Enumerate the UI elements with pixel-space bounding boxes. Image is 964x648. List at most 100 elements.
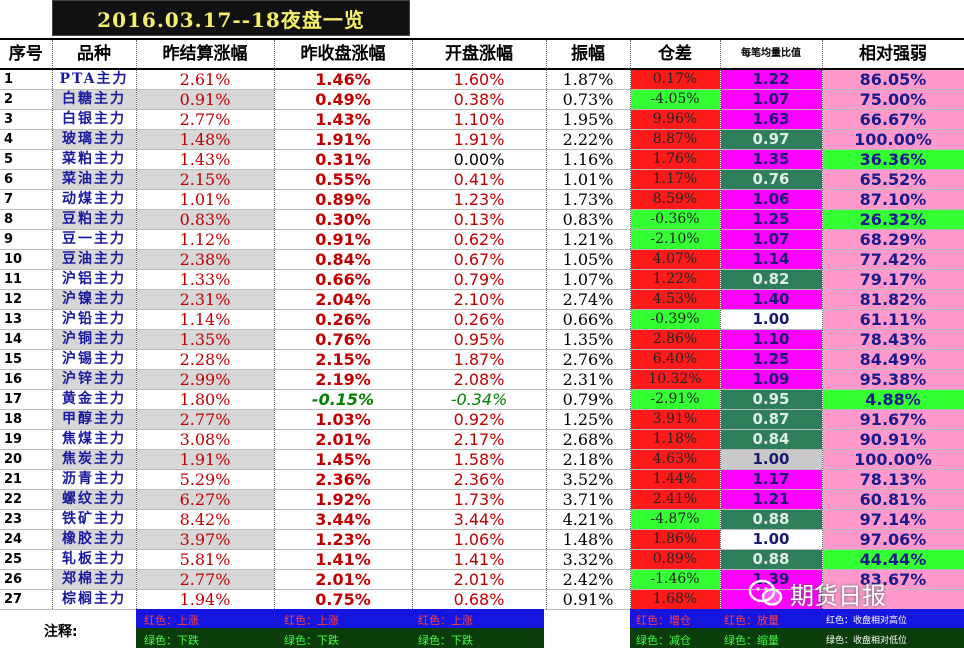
table-row: 20 焦炭主力 1.91% 1.45% 1.58% 2.18% 4.63% 1.00 100.0… xyxy=(0,449,964,470)
row-settle-change: 5.81% xyxy=(136,549,275,570)
row-relative-strength: 83.67% xyxy=(822,569,964,590)
row-close-change: 2.01% xyxy=(274,429,413,450)
legend-ratio-green: 绿色：缩量 xyxy=(724,634,779,647)
row-index: 8 xyxy=(0,209,53,230)
row-settle-change: 2.77% xyxy=(136,109,275,130)
row-close-change: 0.31% xyxy=(274,149,413,170)
row-variety: 铁矿主力 xyxy=(52,509,137,530)
row-relative-strength: 86.05% xyxy=(822,69,964,90)
row-oi-change: 1.68% xyxy=(630,589,721,610)
row-relative-strength: 60.81% xyxy=(822,489,964,510)
row-open-change: 0.00% xyxy=(412,149,547,170)
table-row: 14 沪铜主力 1.35% 0.76% 0.95% 1.35% 2.86% 1.10 78.43… xyxy=(0,329,964,350)
row-oi-change: -2.91% xyxy=(630,389,721,410)
row-close-change: 1.46% xyxy=(274,69,413,90)
row-settle-change: 2.28% xyxy=(136,349,275,370)
row-variety: 沪铅主力 xyxy=(52,309,137,330)
table-row: 16 沪锌主力 2.99% 2.19% 2.08% 2.31% 10.32% 1.09 95.3… xyxy=(0,369,964,390)
row-relative-strength: 26.32% xyxy=(822,209,964,230)
row-amplitude: 1.07% xyxy=(546,269,631,290)
row-relative-strength: 68.29% xyxy=(822,229,964,250)
row-close-change: 2.04% xyxy=(274,289,413,310)
row-oi-change: 4.07% xyxy=(630,249,721,270)
row-index: 13 xyxy=(0,309,53,330)
row-close-change: 0.26% xyxy=(274,309,413,330)
row-avg-volume-ratio: 0.82 xyxy=(720,269,823,290)
row-avg-volume-ratio: 0.84 xyxy=(720,429,823,450)
row-variety: 甲醇主力 xyxy=(52,409,137,430)
row-close-change: -0.15% xyxy=(274,389,413,410)
table-row: 23 铁矿主力 8.42% 3.44% 3.44% 4.21% -4.87% 0.88 97.1… xyxy=(0,509,964,530)
row-amplitude: 1.95% xyxy=(546,109,631,130)
row-open-change: 1.60% xyxy=(412,69,547,90)
table-row: 12 沪镍主力 2.31% 2.04% 2.10% 2.74% 4.53% 1.40 81.82… xyxy=(0,289,964,310)
legend-green-down-3: 绿色：下跌 xyxy=(418,634,473,647)
row-amplitude: 0.79% xyxy=(546,389,631,410)
row-amplitude: 1.25% xyxy=(546,409,631,430)
row-index: 21 xyxy=(0,469,53,490)
row-index: 27 xyxy=(0,589,53,610)
row-open-change: 0.95% xyxy=(412,329,547,350)
page-title: 2016.03.17--18夜盘一览 xyxy=(52,0,410,36)
row-amplitude: 1.48% xyxy=(546,529,631,550)
row-variety: 豆粕主力 xyxy=(52,209,137,230)
row-oi-change: 2.86% xyxy=(630,329,721,350)
row-oi-change: -1.46% xyxy=(630,569,721,590)
row-avg-volume-ratio: 0.87 xyxy=(720,409,823,430)
table-row: 2 白糖主力 0.91% 0.49% 0.38% 0.73% -4.05% 1.07 75.00… xyxy=(0,89,964,110)
row-relative-strength: 36.36% xyxy=(822,149,964,170)
row-avg-volume-ratio: 1.63 xyxy=(720,109,823,130)
row-relative-strength: 95.38% xyxy=(822,369,964,390)
row-variety: 沪镍主力 xyxy=(52,289,137,310)
row-amplitude: 1.01% xyxy=(546,169,631,190)
row-oi-change: 1.44% xyxy=(630,469,721,490)
row-settle-change: 2.99% xyxy=(136,369,275,390)
row-index: 9 xyxy=(0,229,53,250)
row-avg-volume-ratio: 0.97 xyxy=(720,129,823,150)
row-oi-change: 1.17% xyxy=(630,169,721,190)
row-oi-change: 10.32% xyxy=(630,369,721,390)
row-index: 25 xyxy=(0,549,53,570)
row-settle-change: 1.43% xyxy=(136,149,275,170)
row-oi-change: 0.89% xyxy=(630,549,721,570)
row-avg-volume-ratio: 1.00 xyxy=(720,309,823,330)
legend-green-down-2: 绿色：下跌 xyxy=(284,634,339,647)
header-variety: 品种 xyxy=(52,38,137,70)
row-index: 3 xyxy=(0,109,53,130)
row-relative-strength: 78.43% xyxy=(822,329,964,350)
legend: 注释: 红色：上涨 红色：上涨 红色：上涨 绿色：下跌 绿色：下跌 绿色：下跌 … xyxy=(0,609,964,648)
header-close-change: 昨收盘涨幅 xyxy=(274,38,413,70)
row-settle-change: 0.91% xyxy=(136,89,275,110)
row-index: 22 xyxy=(0,489,53,510)
row-open-change: 1.91% xyxy=(412,129,547,150)
row-open-change: 1.23% xyxy=(412,189,547,210)
row-index: 12 xyxy=(0,289,53,310)
row-oi-change: -0.36% xyxy=(630,209,721,230)
row-close-change: 2.15% xyxy=(274,349,413,370)
row-variety: 沪锡主力 xyxy=(52,349,137,370)
row-open-change: 2.08% xyxy=(412,369,547,390)
row-settle-change: 1.35% xyxy=(136,329,275,350)
watermark-text: 期货日报 xyxy=(790,581,886,610)
row-open-change: 0.68% xyxy=(412,589,547,610)
row-oi-change: 6.40% xyxy=(630,349,721,370)
row-relative-strength: 65.52% xyxy=(822,169,964,190)
row-settle-change: 2.31% xyxy=(136,289,275,310)
row-open-change: 1.73% xyxy=(412,489,547,510)
row-variety: 白糖主力 xyxy=(52,89,137,110)
row-oi-change: 2.41% xyxy=(630,489,721,510)
row-index: 7 xyxy=(0,189,53,210)
night-session-table: 序号 品种 昨结算涨幅 昨收盘涨幅 开盘涨幅 振幅 仓差 每笔均量比值 相对强弱… xyxy=(0,38,964,610)
table-row: 5 菜粕主力 1.43% 0.31% 0.00% 1.16% 1.76% 1.35 36.36% xyxy=(0,149,964,170)
row-variety: 沪锌主力 xyxy=(52,369,137,390)
row-amplitude: 3.32% xyxy=(546,549,631,570)
row-relative-strength: 100.00% xyxy=(822,129,964,150)
row-settle-change: 2.77% xyxy=(136,569,275,590)
row-settle-change: 2.61% xyxy=(136,69,275,90)
table-row: 6 菜油主力 2.15% 0.55% 0.41% 1.01% 1.17% 0.76 65.52% xyxy=(0,169,964,190)
row-amplitude: 1.35% xyxy=(546,329,631,350)
row-variety: 沪铝主力 xyxy=(52,269,137,290)
header-settle-change: 昨结算涨幅 xyxy=(136,38,275,70)
row-index: 4 xyxy=(0,129,53,150)
row-variety: 菜油主力 xyxy=(52,169,137,190)
